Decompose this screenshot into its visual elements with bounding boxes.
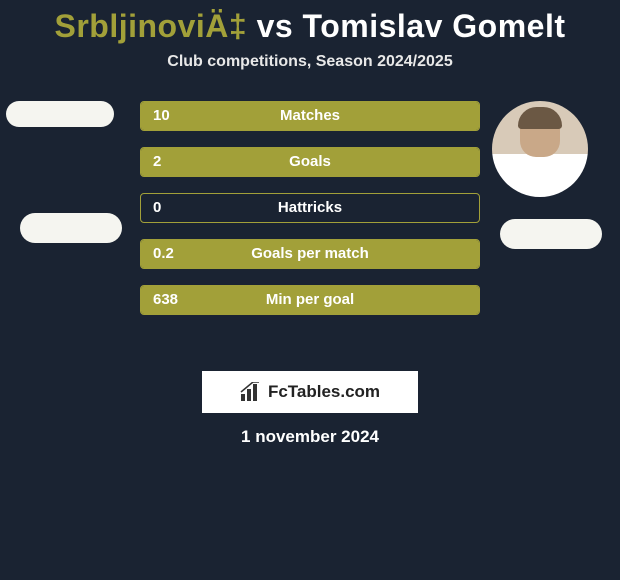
player-right-avatar (492, 101, 588, 197)
player-left-avatar (6, 101, 114, 127)
title-vs: vs (247, 8, 302, 44)
comparison-panel: 10 Matches 2 Goals 0 Hattricks 0.2 Goals… (0, 101, 620, 361)
title-left: SrbljinoviÄ‡ (54, 8, 247, 44)
date-label: 1 november 2024 (0, 427, 620, 447)
bar-goals-per-match: 0.2 Goals per match (140, 239, 480, 269)
bar-chart-icon (240, 382, 262, 402)
brand-text: FcTables.com (268, 382, 380, 402)
player-right-flag-pill (500, 219, 602, 249)
bar-label: Matches (141, 102, 479, 130)
page-title: SrbljinoviÄ‡ vs Tomislav Gomelt (0, 0, 620, 45)
bar-goals: 2 Goals (140, 147, 480, 177)
bar-matches: 10 Matches (140, 101, 480, 131)
bar-min-per-goal: 638 Min per goal (140, 285, 480, 315)
bar-label: Min per goal (141, 286, 479, 314)
brand-badge: FcTables.com (202, 371, 418, 413)
bar-label: Hattricks (141, 194, 479, 222)
subtitle: Club competitions, Season 2024/2025 (0, 53, 620, 71)
stat-bars: 10 Matches 2 Goals 0 Hattricks 0.2 Goals… (140, 101, 480, 331)
title-right: Tomislav Gomelt (303, 8, 566, 44)
bar-label: Goals per match (141, 240, 479, 268)
bar-label: Goals (141, 148, 479, 176)
bar-hattricks: 0 Hattricks (140, 193, 480, 223)
player-left-flag-pill (20, 213, 122, 243)
